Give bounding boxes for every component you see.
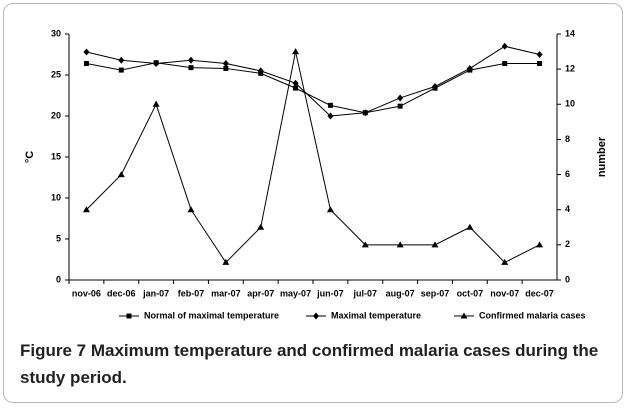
y-axis-title: °C bbox=[24, 151, 36, 163]
y2-tick-label: 12 bbox=[565, 64, 575, 74]
marker-diamond bbox=[397, 94, 404, 102]
x-tick-label: aug-07 bbox=[386, 288, 415, 298]
y2-tick-label: 8 bbox=[565, 134, 570, 144]
x-tick-label: apr-07 bbox=[247, 288, 274, 298]
y-tick-label: 20 bbox=[51, 110, 61, 120]
marker-triangle bbox=[187, 206, 195, 213]
y-tick-label: 15 bbox=[51, 151, 61, 161]
x-tick-label: mar-07 bbox=[211, 288, 241, 298]
x-tick-label: may-07 bbox=[280, 288, 311, 298]
marker-diamond bbox=[501, 42, 508, 50]
marker-diamond bbox=[313, 312, 319, 320]
marker-triangle bbox=[501, 258, 509, 265]
y-tick-label: 30 bbox=[51, 28, 61, 38]
marker-triangle bbox=[396, 241, 404, 248]
marker-diamond bbox=[466, 64, 473, 72]
y2-tick-label: 4 bbox=[565, 204, 570, 214]
x-tick-label: jan-07 bbox=[142, 288, 169, 298]
marker-diamond bbox=[83, 48, 90, 56]
marker-diamond bbox=[292, 79, 299, 87]
legend-label: Normal of maximal temperature bbox=[144, 310, 279, 320]
y2-tick-label: 6 bbox=[565, 169, 570, 179]
marker-square bbox=[223, 65, 229, 71]
marker-triangle bbox=[292, 48, 300, 55]
marker-triangle bbox=[82, 206, 90, 213]
marker-diamond bbox=[536, 51, 543, 58]
x-tick-label: nov-06 bbox=[72, 288, 101, 298]
marker-diamond bbox=[362, 109, 369, 117]
marker-triangle bbox=[361, 241, 369, 248]
marker-diamond bbox=[118, 56, 125, 64]
marker-triangle bbox=[257, 223, 265, 230]
y2-tick-label: 14 bbox=[565, 28, 575, 38]
marker-diamond bbox=[257, 67, 264, 75]
marker-diamond bbox=[327, 112, 334, 120]
marker-square bbox=[502, 61, 508, 67]
marker-square bbox=[293, 85, 299, 91]
x-tick-label: jul-07 bbox=[353, 288, 378, 298]
x-tick-label: oct-07 bbox=[457, 288, 484, 298]
marker-square bbox=[118, 67, 124, 73]
series-line bbox=[86, 62, 540, 114]
marker-triangle bbox=[460, 312, 468, 319]
x-tick-label: feb-07 bbox=[178, 288, 205, 298]
marker-square bbox=[188, 65, 194, 71]
x-tick-label: jun-07 bbox=[316, 288, 344, 298]
marker-diamond bbox=[432, 82, 438, 90]
y2-tick-label: 0 bbox=[565, 274, 570, 284]
series-line bbox=[86, 51, 540, 264]
y2-axis-title: number bbox=[596, 136, 608, 177]
x-tick-label: nov-07 bbox=[490, 288, 519, 298]
x-tick-label: sep-07 bbox=[421, 288, 450, 298]
x-tick-label: dec-06 bbox=[107, 288, 136, 298]
series-line bbox=[86, 45, 540, 117]
legend-label: Maximal temperature bbox=[331, 310, 421, 320]
y-tick-label: 10 bbox=[51, 192, 61, 202]
marker-square bbox=[397, 103, 403, 109]
legend-label: Confirmed malaria cases bbox=[479, 310, 586, 320]
marker-triangle bbox=[326, 206, 334, 213]
marker-triangle bbox=[431, 241, 439, 248]
marker-triangle bbox=[536, 241, 544, 248]
y-tick-label: 25 bbox=[51, 69, 61, 79]
figure-frame: 0 5 10 15 20 25 30 0 2 4 6 8 10 12 14 nov-06 dec-06 jan-0… bbox=[3, 3, 623, 403]
caption-label: Figure 7 bbox=[20, 341, 87, 360]
caption: Figure 7 Maximum temperature and confirm… bbox=[20, 337, 610, 391]
y2-tick-label: 10 bbox=[565, 99, 575, 109]
caption-text: Maximum temperature and confirmed malari… bbox=[20, 341, 599, 387]
x-tick-label: dec-07 bbox=[525, 288, 554, 298]
marker-square bbox=[327, 102, 333, 108]
marker-triangle bbox=[222, 258, 230, 265]
marker-square bbox=[83, 61, 89, 67]
y-tick-label: 5 bbox=[56, 233, 61, 243]
marker-triangle bbox=[117, 171, 125, 178]
marker-diamond bbox=[222, 60, 229, 68]
chart: 0 5 10 15 20 25 30 0 2 4 6 8 10 12 14 nov-06 dec-06 jan-0… bbox=[24, 28, 608, 320]
y-tick-label: 0 bbox=[56, 274, 61, 284]
marker-diamond bbox=[153, 60, 160, 68]
y2-tick-label: 2 bbox=[565, 239, 570, 249]
marker-square bbox=[537, 61, 543, 67]
marker-triangle bbox=[152, 100, 160, 107]
marker-diamond bbox=[188, 56, 194, 64]
marker-square bbox=[126, 313, 132, 319]
marker-triangle bbox=[466, 223, 474, 230]
